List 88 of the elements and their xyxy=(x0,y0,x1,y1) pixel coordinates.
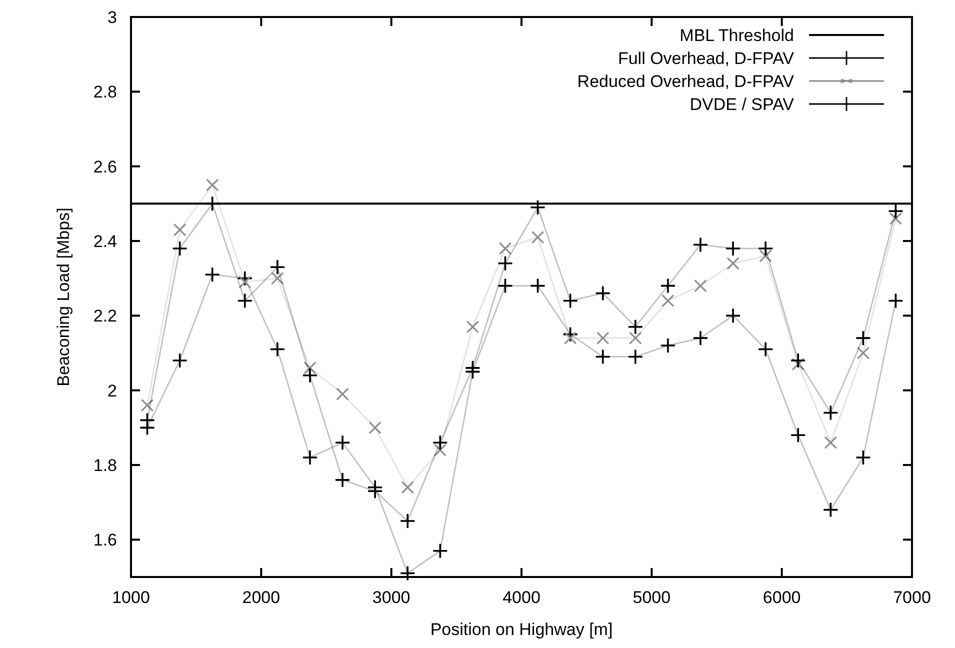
point xyxy=(627,348,644,365)
point xyxy=(434,444,447,456)
point xyxy=(694,279,707,292)
point xyxy=(692,330,708,346)
point xyxy=(497,255,514,272)
point xyxy=(628,332,642,344)
point xyxy=(888,292,904,309)
point xyxy=(530,200,546,216)
point xyxy=(336,388,349,400)
point xyxy=(594,285,611,302)
point xyxy=(173,223,186,236)
point xyxy=(368,421,382,434)
point xyxy=(562,292,578,309)
point xyxy=(334,434,350,450)
point xyxy=(822,404,839,421)
point xyxy=(627,318,644,335)
point xyxy=(270,341,286,358)
y-axis-title: Beaconing Load [Mbps] xyxy=(54,208,73,386)
x-tick-label: 2000 xyxy=(242,588,280,607)
point xyxy=(662,294,674,308)
point xyxy=(594,348,611,365)
point xyxy=(855,450,872,466)
point xyxy=(531,230,544,244)
point xyxy=(822,502,839,518)
point xyxy=(206,178,219,192)
point xyxy=(271,272,284,285)
point xyxy=(466,320,480,334)
x-tick-label: 3000 xyxy=(372,588,410,607)
point xyxy=(660,278,676,294)
point xyxy=(400,513,416,529)
legend-label: MBL Threshold xyxy=(680,26,794,45)
point xyxy=(856,346,870,360)
point xyxy=(888,203,904,220)
y-tick-label: 1.8 xyxy=(93,456,117,475)
point xyxy=(204,266,220,282)
point xyxy=(464,360,481,376)
legend-label: Reduced Overhead, D-FPAV xyxy=(577,72,795,91)
point xyxy=(790,352,806,368)
point xyxy=(400,565,416,582)
y-tick-label: 1.6 xyxy=(93,530,117,550)
point xyxy=(758,341,774,358)
y-tick-label: 3 xyxy=(108,8,117,27)
point xyxy=(759,250,772,262)
point xyxy=(725,240,741,256)
point xyxy=(140,398,154,412)
x-tick-label: 7000 xyxy=(893,588,931,607)
point xyxy=(432,542,448,559)
point xyxy=(725,308,741,324)
y-tick-label: 2 xyxy=(108,381,117,400)
x-tick-label: 6000 xyxy=(762,588,801,607)
point xyxy=(824,436,838,449)
point xyxy=(367,483,383,500)
y-tick-label: 2.6 xyxy=(93,157,117,176)
x-tick-label: 4000 xyxy=(502,588,540,607)
point xyxy=(236,292,253,309)
point xyxy=(790,427,806,444)
point xyxy=(172,240,188,256)
point xyxy=(498,242,512,255)
point xyxy=(792,358,805,371)
point xyxy=(302,368,318,384)
legend-label: Full Overhead, D-FPAV xyxy=(618,49,795,68)
point xyxy=(236,270,253,286)
point xyxy=(758,240,774,256)
point xyxy=(530,278,546,294)
point xyxy=(660,338,676,354)
y-tick-label: 2.2 xyxy=(93,306,117,326)
y-tick-label: 2.4 xyxy=(93,232,117,251)
y-tick-label: 2.8 xyxy=(93,82,117,102)
point xyxy=(855,330,872,346)
point xyxy=(172,352,188,368)
point xyxy=(334,472,350,488)
point xyxy=(726,257,740,270)
point xyxy=(692,236,708,253)
point xyxy=(304,362,316,374)
point xyxy=(497,278,514,294)
point xyxy=(432,434,448,450)
point xyxy=(564,332,577,344)
x-axis-title: Position on Highway [m] xyxy=(430,620,613,639)
point xyxy=(270,259,286,276)
point xyxy=(238,276,252,288)
x-tick-label: 1000 xyxy=(112,588,150,607)
point xyxy=(596,332,610,344)
point xyxy=(401,481,414,494)
point xyxy=(562,326,578,342)
point xyxy=(889,212,902,225)
x-tick-label: 5000 xyxy=(632,588,671,607)
point xyxy=(302,450,318,466)
legend-label: DVDE / SPAV xyxy=(690,95,795,114)
